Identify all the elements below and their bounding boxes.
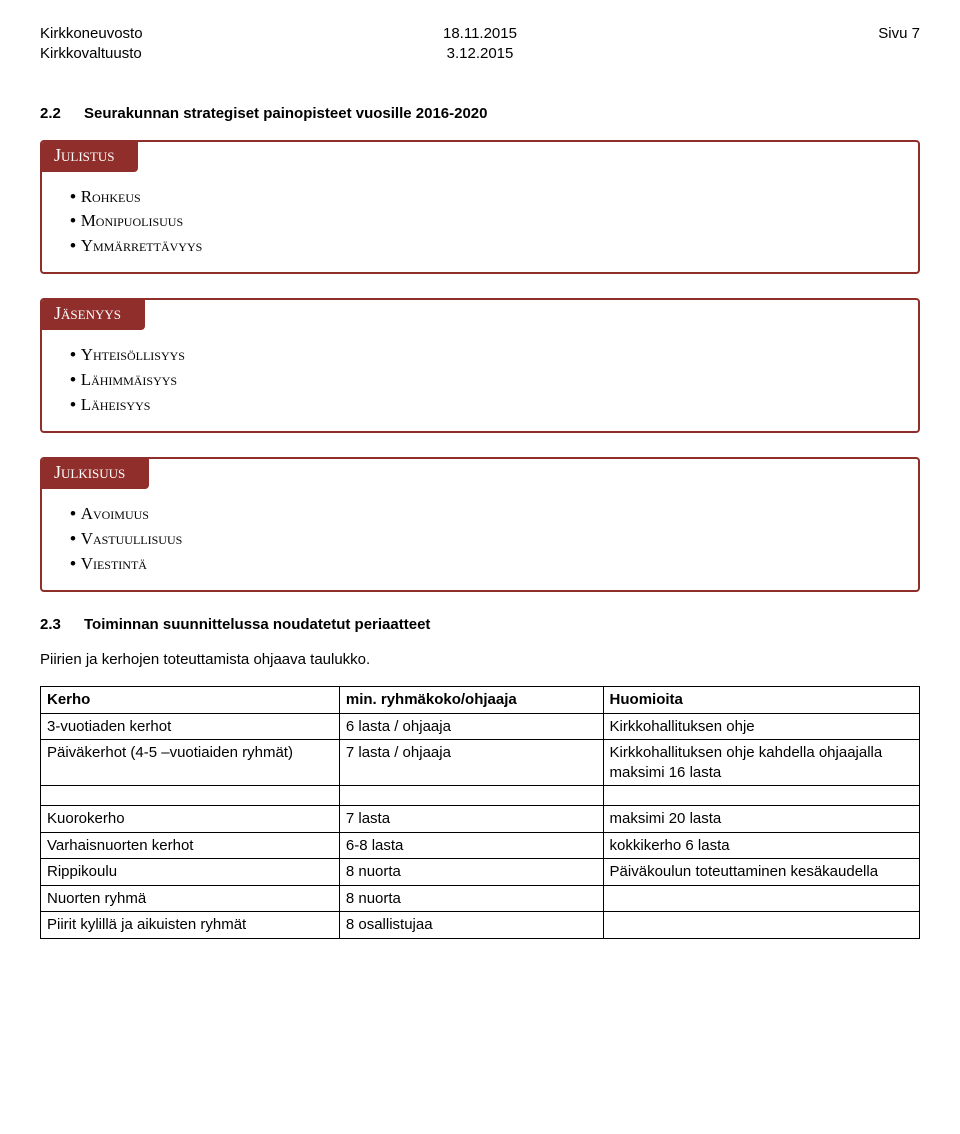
table-cell: Rippikoulu <box>41 859 340 886</box>
table-cell: 7 lasta <box>339 806 603 833</box>
kerho-table: Kerho min. ryhmäkoko/ohjaaja Huomioita 3… <box>40 686 920 939</box>
callout-tab: Jäsenyys <box>40 298 145 330</box>
callout-item: Rohkeus <box>70 185 918 210</box>
table-cell <box>603 885 919 912</box>
table-cell: 6 lasta / ohjaaja <box>339 713 603 740</box>
callout-box: JulistusRohkeusMonipuolisuusYmmärrettävy… <box>40 140 920 275</box>
section-2-3-heading: 2.3 Toiminnan suunnittelussa noudatetut … <box>40 616 920 633</box>
section-2-2-heading: 2.2 Seurakunnan strategiset painopisteet… <box>40 105 920 122</box>
table-cell <box>603 912 919 939</box>
callout-body: RohkeusMonipuolisuusYmmärrettävyys <box>42 173 918 273</box>
callout-tab: Julkisuus <box>40 457 149 489</box>
header-date-1: 18.11.2015 <box>335 24 625 44</box>
callout-item: Yhteisöllisyys <box>70 343 918 368</box>
callout-body: YhteisöllisyysLähimmäisyysLäheisyys <box>42 331 918 431</box>
section-number: 2.3 <box>40 616 84 633</box>
table-row: Piirit kylillä ja aikuisten ryhmät8 osal… <box>41 912 920 939</box>
table-row: 3-vuotiaden kerhot6 lasta / ohjaajaKirkk… <box>41 713 920 740</box>
col-ryhmakoko: min. ryhmäkoko/ohjaaja <box>339 687 603 714</box>
table-cell: Kirkkohallituksen ohje kahdella ohjaajal… <box>603 740 919 786</box>
header-left: Kirkkoneuvosto Kirkkovaltuusto <box>40 24 330 65</box>
table-row: Päiväkerhot (4-5 –vuotiaiden ryhmät)7 la… <box>41 740 920 786</box>
table-row: Varhaisnuorten kerhot6-8 lastakokkikerho… <box>41 832 920 859</box>
callout-item: Ymmärrettävyys <box>70 234 918 259</box>
table-spacer-row <box>41 786 920 806</box>
table-cell: Kirkkohallituksen ohje <box>603 713 919 740</box>
table-cell: Nuorten ryhmä <box>41 885 340 912</box>
table-row: Kuorokerho7 lastamaksimi 20 lasta <box>41 806 920 833</box>
callout-item: Lähimmäisyys <box>70 368 918 393</box>
callout-box: JulkisuusAvoimuusVastuullisuusViestintä <box>40 457 920 592</box>
table-cell: 7 lasta / ohjaaja <box>339 740 603 786</box>
section-title: Toiminnan suunnittelussa noudatetut peri… <box>84 616 430 633</box>
section-number: 2.2 <box>40 105 84 122</box>
table-row: Rippikoulu8 nuortaPäiväkoulun toteuttami… <box>41 859 920 886</box>
header-org-2: Kirkkovaltuusto <box>40 44 330 64</box>
table-header-row: Kerho min. ryhmäkoko/ohjaaja Huomioita <box>41 687 920 714</box>
page-header: Kirkkoneuvosto Kirkkovaltuusto 18.11.201… <box>40 24 920 65</box>
table-cell <box>339 786 603 806</box>
col-huomioita: Huomioita <box>603 687 919 714</box>
table-cell: 3-vuotiaden kerhot <box>41 713 340 740</box>
table-cell <box>41 786 340 806</box>
callout-item: Viestintä <box>70 552 918 577</box>
table-cell: maksimi 20 lasta <box>603 806 919 833</box>
table-cell: Piirit kylillä ja aikuisten ryhmät <box>41 912 340 939</box>
table-cell: Varhaisnuorten kerhot <box>41 832 340 859</box>
table-cell: 6-8 lasta <box>339 832 603 859</box>
table-cell: Kuorokerho <box>41 806 340 833</box>
callout-item: Avoimuus <box>70 502 918 527</box>
callout-item: Läheisyys <box>70 393 918 418</box>
table-row: Nuorten ryhmä8 nuorta <box>41 885 920 912</box>
table-cell: Päiväkoulun toteuttaminen kesäkaudella <box>603 859 919 886</box>
header-page: Sivu 7 <box>630 24 920 65</box>
section-2-3-body: Piirien ja kerhojen toteuttamista ohjaav… <box>40 651 920 668</box>
header-dates: 18.11.2015 3.12.2015 <box>335 24 625 65</box>
header-date-2: 3.12.2015 <box>335 44 625 64</box>
callout-tab: Julistus <box>40 140 138 172</box>
callout-item: Vastuullisuus <box>70 527 918 552</box>
callout-box: JäsenyysYhteisöllisyysLähimmäisyysLäheis… <box>40 298 920 433</box>
table-cell: 8 nuorta <box>339 859 603 886</box>
table-cell: Päiväkerhot (4-5 –vuotiaiden ryhmät) <box>41 740 340 786</box>
table-cell: kokkikerho 6 lasta <box>603 832 919 859</box>
table-cell: 8 nuorta <box>339 885 603 912</box>
callout-item: Monipuolisuus <box>70 209 918 234</box>
callout-body: AvoimuusVastuullisuusViestintä <box>42 490 918 590</box>
callouts: JulistusRohkeusMonipuolisuusYmmärrettävy… <box>40 140 920 593</box>
section-title: Seurakunnan strategiset painopisteet vuo… <box>84 105 488 122</box>
col-kerho: Kerho <box>41 687 340 714</box>
table-cell <box>603 786 919 806</box>
table-cell: 8 osallistujaa <box>339 912 603 939</box>
page-number: Sivu 7 <box>630 24 920 44</box>
header-org-1: Kirkkoneuvosto <box>40 24 330 44</box>
table-body: 3-vuotiaden kerhot6 lasta / ohjaajaKirkk… <box>41 713 920 938</box>
